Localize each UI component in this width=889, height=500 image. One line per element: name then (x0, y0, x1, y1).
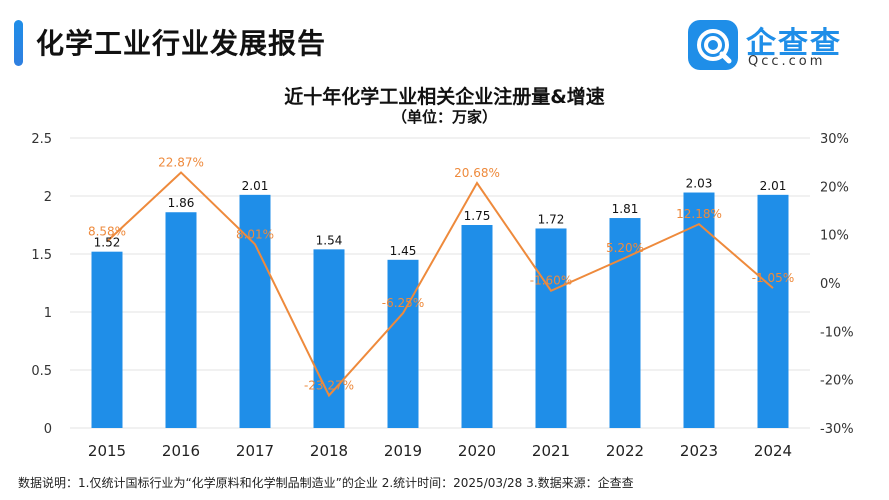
y-right-tick-label: 20% (820, 180, 849, 195)
bar-data-label: 1.81 (612, 202, 639, 216)
line-data-label: 8.58% (88, 225, 126, 239)
bar (683, 192, 715, 428)
bar-data-label: 1.54 (316, 233, 343, 247)
y-right-tick-label: -30% (820, 422, 854, 437)
logo-name: 企查查 (746, 26, 842, 61)
x-tick-label: 2015 (88, 442, 126, 460)
bar (387, 259, 419, 428)
qcc-logo-icon (688, 20, 738, 70)
report-title: 化学工业行业发展报告 (36, 27, 327, 60)
bar-data-label: 1.45 (390, 244, 417, 258)
x-tick-label: 2017 (236, 442, 274, 460)
bar (461, 225, 493, 428)
line-data-label: 8.01% (236, 227, 274, 241)
line-data-label: 12.18% (676, 207, 722, 221)
line-data-label: -6.25% (382, 296, 424, 310)
bar-data-label: 2.01 (760, 179, 787, 193)
x-tick-label: 2019 (384, 442, 422, 460)
x-tick-label: 2020 (458, 442, 496, 460)
y-left-tick-label: 2.5 (31, 132, 52, 147)
y-left-tick-label: 0 (44, 422, 52, 437)
x-tick-label: 2023 (680, 442, 718, 460)
y-right-tick-label: 10% (820, 229, 849, 244)
bar (535, 228, 567, 428)
line-data-label: 5.20% (606, 241, 644, 255)
bar-data-label: 1.75 (464, 209, 491, 223)
bar-data-label: 1.86 (168, 196, 195, 210)
line-data-label: -1.05% (752, 271, 794, 285)
line-data-label: 22.87% (158, 155, 204, 169)
bar-data-label: 2.03 (686, 177, 713, 191)
y-left-tick-label: 1 (44, 306, 52, 321)
y-right-tick-label: -20% (820, 374, 854, 389)
line-data-label: -23.27% (304, 378, 354, 392)
y-right-tick-label: 0% (820, 277, 841, 292)
y-right-tick-label: 30% (820, 132, 849, 147)
y-left-tick-label: 2 (44, 190, 52, 205)
bar-data-label: 1.52 (94, 236, 121, 250)
y-left-tick-label: 1.5 (31, 248, 52, 263)
line-data-label: -1.60% (530, 274, 572, 288)
qcc-logo: 企查查 Qcc.com (688, 16, 868, 74)
bar (91, 251, 123, 428)
bar (313, 249, 345, 428)
y-left-tick-label: 0.5 (31, 364, 52, 379)
growth-line (106, 171, 774, 398)
title-accent-bar (14, 20, 23, 66)
bar-data-label: 2.01 (242, 179, 269, 193)
x-tick-label: 2021 (532, 442, 570, 460)
x-tick-label: 2022 (606, 442, 644, 460)
chart-subtitle: （单位：万家） (391, 108, 497, 126)
chart-title: 近十年化学工业相关企业注册量&增速 (284, 86, 605, 108)
y-right-tick-label: -10% (820, 325, 854, 340)
x-tick-label: 2024 (754, 442, 792, 460)
bar (165, 212, 197, 428)
logo-domain: Qcc.com (748, 54, 826, 69)
line-data-label: 20.68% (454, 166, 500, 180)
bar-data-label: 1.72 (538, 212, 565, 226)
bar (757, 194, 789, 428)
x-tick-label: 2018 (310, 442, 348, 460)
x-tick-label: 2016 (162, 442, 200, 460)
footnote: 数据说明：1.仅统计国标行业为“化学原料和化学制品制造业”的企业 2.统计时间：… (18, 476, 634, 490)
